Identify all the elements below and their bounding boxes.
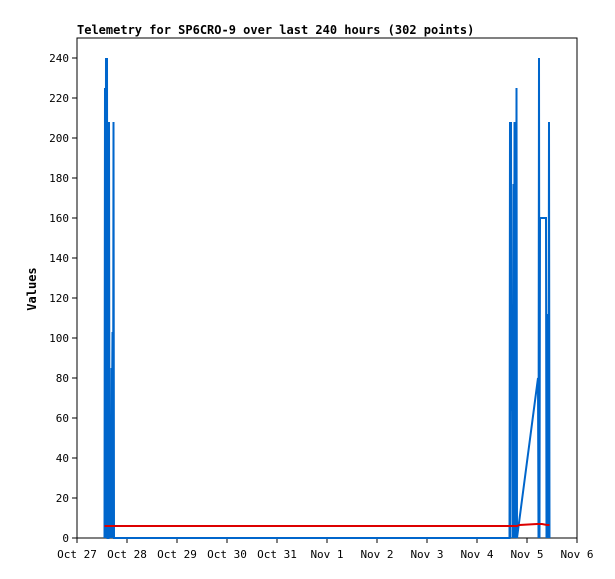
series-layer (103, 57, 551, 539)
x-axis-ticks: Oct 27 Oct 28 Oct 29 Oct 30 Oct 31 Nov 1 Nov 2… (57, 538, 594, 561)
y-tick-label: 100 (49, 332, 69, 345)
chart-title: Telemetry for SP6CRO-9 over last 240 hou… (77, 23, 474, 37)
x-tick-label: Nov 3 (410, 548, 443, 561)
y-tick-label: 240 (49, 52, 69, 65)
x-tick-label: Oct 29 (157, 548, 197, 561)
series-1-line (104, 523, 550, 527)
y-tick-label: 0 (62, 532, 69, 545)
y-tick-label: 20 (56, 492, 69, 505)
x-tick-label: Oct 30 (207, 548, 247, 561)
y-tick-label: 160 (49, 212, 69, 225)
x-tick-label: Nov 6 (560, 548, 593, 561)
y-tick-label: 40 (56, 452, 69, 465)
x-tick-label: Nov 2 (360, 548, 393, 561)
y-tick-label: 220 (49, 92, 69, 105)
y-tick-label: 180 (49, 172, 69, 185)
y-tick-label: 60 (56, 412, 69, 425)
y-tick-label: 200 (49, 132, 69, 145)
y-tick-label: 140 (49, 252, 69, 265)
x-tick-label: Oct 28 (107, 548, 147, 561)
y-tick-label: 120 (49, 292, 69, 305)
series-0-line (103, 57, 551, 539)
x-tick-label: Oct 31 (257, 548, 297, 561)
x-tick-label: Nov 1 (310, 548, 343, 561)
x-tick-label: Oct 27 (57, 548, 97, 561)
y-tick-label: 80 (56, 372, 69, 385)
x-tick-label: Nov 5 (510, 548, 543, 561)
x-tick-label: Nov 4 (460, 548, 493, 561)
y-axis-ticks: 0 20 40 60 80 100 120 140 160 180 200 220 240 (49, 52, 77, 545)
y-axis-label: Values (25, 267, 39, 310)
